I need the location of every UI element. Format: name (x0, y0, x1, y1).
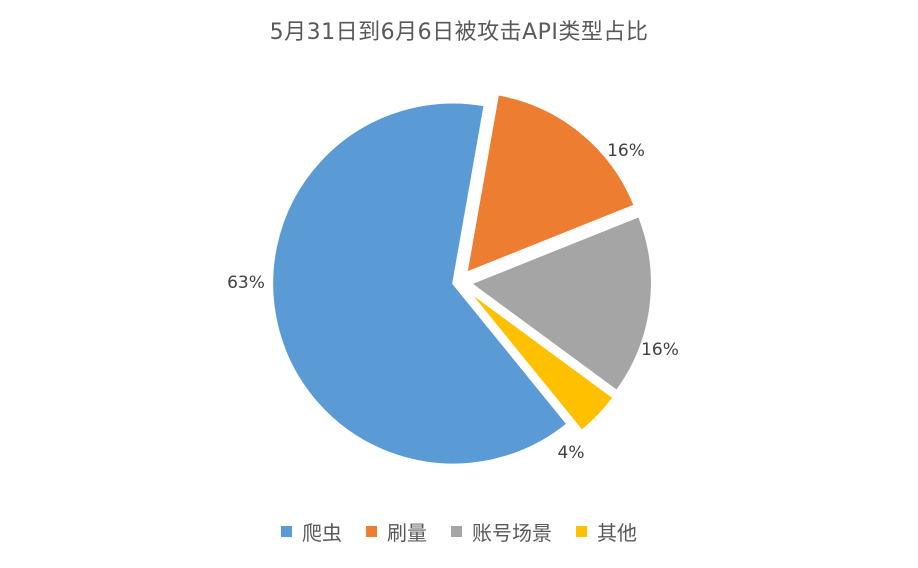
legend-item-crawler[interactable]: 爬虫 (281, 517, 342, 546)
legend-item-account-scenario[interactable]: 账号场景 (451, 517, 552, 546)
data-label-crawler: 63% (227, 273, 265, 293)
legend-label-crawler: 爬虫 (302, 521, 342, 545)
legend-swatch-traffic-fraud (366, 526, 377, 537)
legend-label-other: 其他 (597, 521, 637, 545)
legend-swatch-other (576, 526, 587, 537)
data-label-account-scenario: 16% (641, 340, 679, 360)
pie-data-labels: 63% 16% 16% 4% (227, 141, 679, 463)
data-label-other: 4% (558, 443, 585, 463)
chart-title: 5月31日到6月6日被攻击API类型占比 (269, 20, 649, 45)
pie-slice-traffic-fraud[interactable] (465, 93, 636, 275)
legend-label-account-scenario: 账号场景 (472, 521, 552, 545)
legend-item-traffic-fraud[interactable]: 刷量 (366, 517, 427, 546)
legend-label-traffic-fraud: 刷量 (387, 521, 427, 545)
pie-slices (271, 93, 653, 466)
legend-item-other[interactable]: 其他 (576, 517, 637, 546)
pie-slice-account-scenario[interactable] (468, 214, 653, 393)
pie-slice-other[interactable] (466, 289, 615, 433)
data-label-traffic-fraud: 16% (607, 141, 645, 161)
pie-slice-crawler[interactable] (271, 101, 569, 466)
legend-swatch-account-scenario (451, 526, 462, 537)
legend-swatch-crawler (281, 526, 292, 537)
chart-legend: 爬虫 刷量 账号场景 其他 (0, 517, 918, 546)
